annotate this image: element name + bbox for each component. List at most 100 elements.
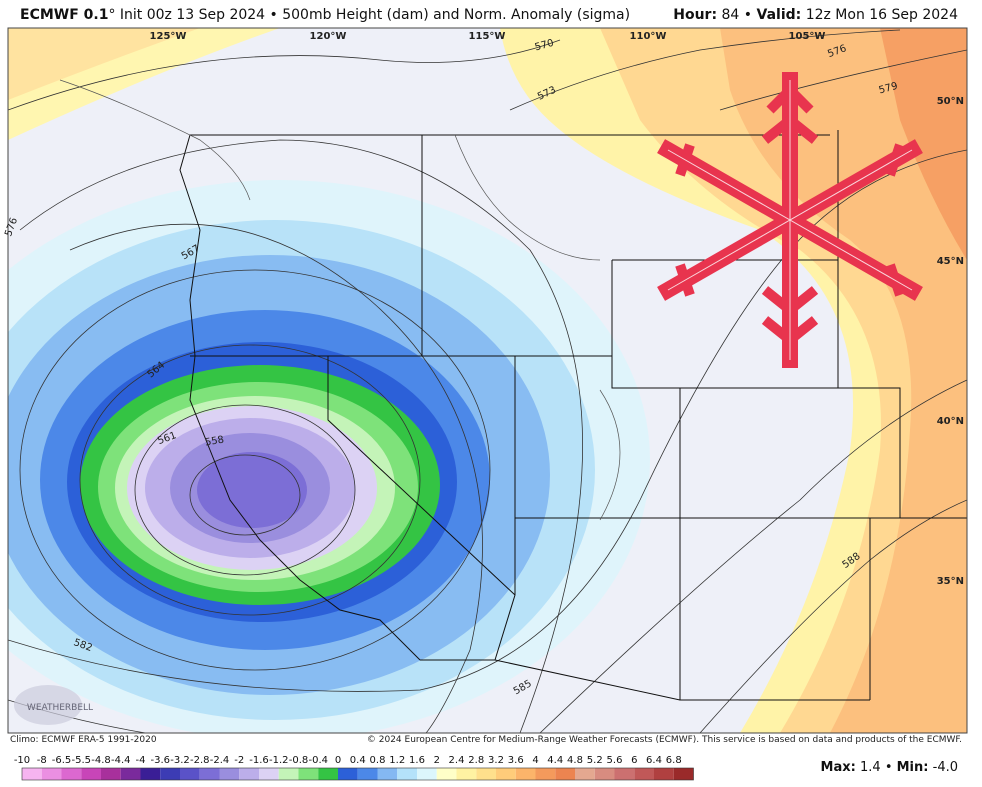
colorbar-swatch	[318, 768, 338, 780]
colorbar-swatch	[219, 768, 240, 780]
colorbar-swatch	[160, 768, 180, 780]
colorbar-label: -4	[136, 755, 146, 766]
colorbar-swatch	[397, 768, 417, 780]
colorbar-swatch	[298, 768, 319, 780]
colorbar-swatch	[81, 768, 101, 780]
logo: WEATHERBELL	[27, 703, 93, 713]
colorbar-label: -6.5	[52, 755, 72, 766]
colorbar-label: -8	[37, 755, 47, 766]
latitude-label: 40°N	[937, 416, 964, 427]
colorbar-label: -2.4	[210, 755, 230, 766]
colorbar-swatch	[180, 768, 200, 780]
colorbar-label: 5.6	[607, 755, 623, 766]
colorbar-swatch	[456, 768, 477, 780]
separator: •	[884, 760, 893, 775]
colorbar-swatch	[22, 768, 42, 780]
degree: °	[108, 7, 116, 23]
valid: 12z Mon 16 Sep 2024	[805, 7, 958, 23]
longitude-label: 110°W	[630, 31, 667, 42]
colorbar-label: -2.8	[190, 755, 210, 766]
hour: 84	[721, 7, 740, 23]
colorbar-label: 2	[434, 755, 440, 766]
separator: •	[743, 7, 753, 23]
colorbar-swatch	[259, 768, 279, 780]
latitude-label: 35°N	[937, 576, 964, 587]
colorbar-swatch	[634, 768, 654, 780]
colorbar-label: 0	[335, 755, 341, 766]
latitude-label: 50°N	[937, 96, 964, 107]
colorbar-label: -0.4	[308, 755, 328, 766]
colorbar-swatch	[199, 768, 220, 780]
max-min: Max: 1.4 • Min: -4.0	[821, 760, 958, 775]
contour-label: 570	[534, 38, 555, 54]
longitude-label: 105°W	[789, 31, 826, 42]
colorbar-swatch	[575, 768, 595, 780]
min: -4.0	[932, 760, 958, 775]
colorbar-swatch	[417, 768, 437, 780]
colorbar-swatch	[476, 768, 496, 780]
colorbar-label: 4.4	[547, 755, 563, 766]
colorbar-swatch	[535, 768, 556, 780]
contour-label: 558	[204, 434, 225, 448]
colorbar-swatch	[278, 768, 299, 780]
colorbar-label: 0.4	[350, 755, 366, 766]
title: ECMWF 0.1° Init 00z 13 Sep 2024 • 500mb …	[20, 7, 630, 23]
valid-time: Hour: 84 • Valid: 12z Mon 16 Sep 2024	[673, 7, 958, 23]
hour-label: Hour:	[673, 7, 718, 23]
colorbar-swatch	[377, 768, 398, 780]
colorbar-swatch	[338, 768, 358, 780]
colorbar-swatch	[673, 768, 694, 780]
colorbar-label: -1.6	[249, 755, 269, 766]
colorbar-label: -10	[14, 755, 30, 766]
colorbar-label: 4.8	[567, 755, 583, 766]
colorbar-label: -1.2	[269, 755, 289, 766]
colorbar-swatch	[594, 768, 615, 780]
colorbar-label: -2	[234, 755, 244, 766]
max-label: Max:	[820, 760, 856, 775]
climo: Climo: ECMWF ERA-5 1991-2020	[10, 735, 157, 745]
colorbar-label: -4.8	[91, 755, 111, 766]
colorbar-label: 2.4	[449, 755, 465, 766]
colorbar-label: 6	[631, 755, 637, 766]
colorbar-frame	[21, 767, 694, 781]
min-label: Min:	[896, 760, 929, 775]
colorbar-label: -4.4	[111, 755, 131, 766]
longitude-label: 125°W	[150, 31, 187, 42]
latitude-label: 45°N	[937, 256, 964, 267]
colorbar-label: 4	[532, 755, 538, 766]
colorbar-swatch	[654, 768, 674, 780]
colorbar-label: 6.4	[646, 755, 662, 766]
valid-label: Valid:	[756, 7, 802, 23]
colorbar-swatch	[41, 768, 62, 780]
colorbar: -10 -8 -6.5 -5.5 -4.8 -4.4 -4 -3.6 -3.2 -2.8 -2.4-…	[14, 755, 694, 781]
colorbar-swatch	[436, 768, 457, 780]
colorbar-swatch	[515, 768, 536, 780]
colorbar-swatch	[555, 768, 575, 780]
colorbar-label: 0.8	[370, 755, 386, 766]
colorbar-label: -0.8	[289, 755, 309, 766]
colorbar-swatch	[614, 768, 635, 780]
model: ECMWF 0.1	[20, 7, 109, 23]
colorbar-label: 6.8	[666, 755, 682, 766]
colorbar-swatch	[120, 768, 141, 780]
colorbar-label: 2.8	[468, 755, 484, 766]
colorbar-swatch	[357, 768, 378, 780]
colorbar-label: 1.2	[389, 755, 405, 766]
colorbar-swatch	[140, 768, 161, 780]
colorbar-swatch	[101, 768, 121, 780]
copyright: © 2024 European Centre for Medium-Range …	[366, 735, 962, 745]
description: Init 00z 13 Sep 2024 • 500mb Height (dam…	[115, 7, 631, 23]
colorbar-swatch	[496, 768, 516, 780]
colorbar-swatch	[61, 768, 82, 780]
colorbar-label: 3.2	[488, 755, 504, 766]
contour-label: 579	[878, 81, 899, 97]
colorbar-label: 1.6	[409, 755, 425, 766]
longitude-label: 120°W	[310, 31, 347, 42]
colorbar-label: -3.6	[150, 755, 170, 766]
colorbar-swatch	[239, 768, 259, 780]
max: 1.4	[859, 760, 881, 775]
colorbar-label: -5.5	[71, 755, 91, 766]
colorbar-label: -3.2	[170, 755, 190, 766]
